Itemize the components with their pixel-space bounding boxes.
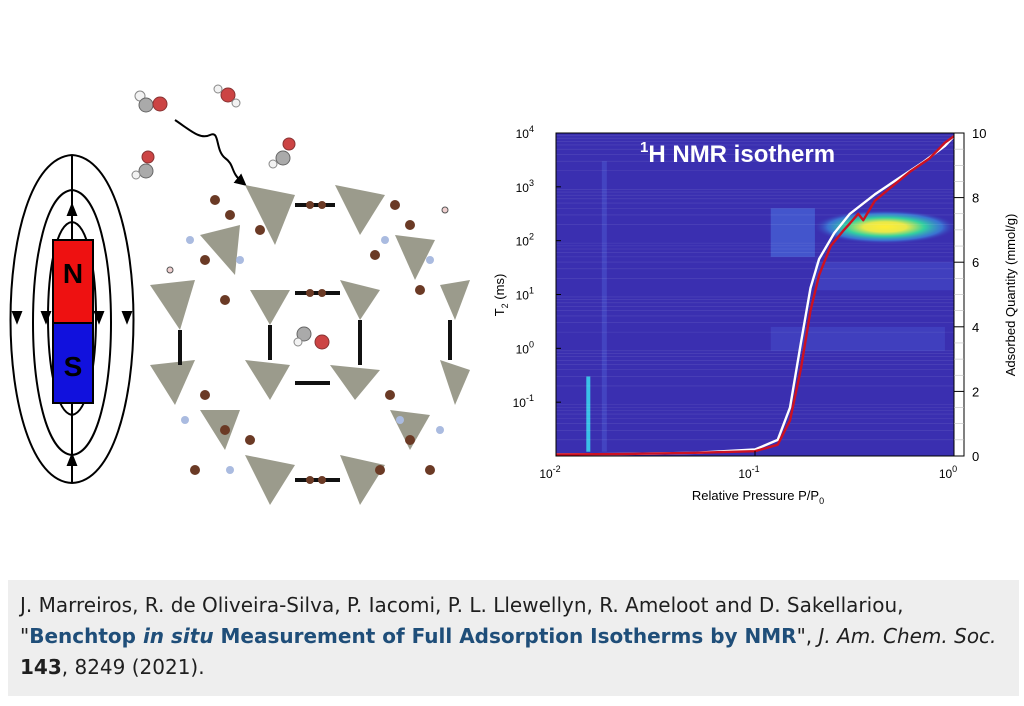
heat-hotspot [813,209,957,244]
y-tick-label: 103 [516,178,534,195]
chart-title-text: NMR isotherm [666,141,835,168]
y2-tick-label: 8 [972,191,979,206]
magnet-north-label: N [63,258,83,289]
y-tick-label: 10-1 [513,393,534,410]
y-tick-base: 10 [516,342,530,356]
y-tick-exp: -1 [526,393,534,403]
x-tick-label: 10-2 [539,464,560,481]
heat-streak [601,161,607,452]
y-axis-label-sub: 2 [500,303,510,308]
y-tick-base: 10 [513,396,527,410]
citation-title-b: in situ [142,624,214,648]
citation-title[interactable]: Benchtop in situ Measurement of Full Ads… [29,624,796,648]
y-tick-base: 10 [516,289,530,303]
y2-tick-label: 2 [972,384,979,399]
x-axis-label-main: Relative Pressure P/P [692,488,819,503]
x-tick-exp: -2 [553,464,561,474]
wavy-arrow [174,119,247,186]
citation-rest: , 8249 (2021). [61,655,205,679]
y-tick-exp: 1 [529,286,534,296]
x-tick-exp: 0 [952,464,957,474]
mof-node-top-left [150,185,295,330]
citation-journal: J. Am. Chem. Soc. [818,624,997,648]
magnetic-field-lines [9,154,135,484]
x-tick-base: 10 [539,467,553,481]
mof-linkers [178,203,452,482]
heatmap-signal [586,161,957,452]
magnet-south-label: S [64,351,83,382]
x-tick-label: 10-1 [738,464,759,481]
x-tick-label: 100 [939,464,957,481]
y-tick-label: 104 [516,124,534,141]
y-tick-label: 101 [516,286,534,303]
y-tick-base: 10 [516,235,530,249]
citation-title-a: Benchtop [29,624,143,648]
bar-magnet: N S [9,154,135,484]
plot-grid [556,135,954,441]
y-tick-exp: 3 [529,178,534,188]
y-axis-label-unit: (ms) [492,274,507,304]
x-axis-label: Relative Pressure P/P0 [692,488,824,506]
y-tick-label: 102 [516,232,534,249]
series-layer [555,135,955,456]
citation-volume: 143 [20,655,62,679]
water-molecule [131,150,155,180]
citation-title-c: Measurement of Full Adsorption Isotherms… [213,624,797,648]
chart-title: 1H NMR isotherm [640,139,835,168]
x-axis-ticks: 10-2 10-1 100 [539,451,957,481]
y2-tick-label: 10 [972,126,986,141]
heat-band [770,208,815,257]
x-axis-label-sub: 0 [819,496,824,506]
y-tick-base: 10 [516,181,530,195]
figure: N S [9,84,1018,506]
x-tick-base: 10 [939,467,953,481]
heat-band [814,262,954,291]
y-axis-label-main: T [492,308,507,316]
mof-atoms [166,195,449,484]
heat-streak [586,376,591,452]
citation-caption: J. Marreiros, R. de Oliveira-Silva, P. I… [8,580,1019,696]
y2-tick-label: 6 [972,255,979,270]
y-tick-exp: 2 [529,232,534,242]
heat-band [770,326,945,351]
mof-framework [150,185,470,505]
citation-after-title: ", [796,624,819,648]
water-molecule [268,137,296,169]
water-molecule [134,90,168,113]
citation-authors: J. Marreiros, R. de Oliveira-Silva, P. I… [20,593,904,648]
mof-node-bottom-right [330,360,470,505]
y2-axis-ticks: 0 2 4 6 8 10 [954,126,986,464]
y2-tick-label: 0 [972,449,979,464]
isotherm-line-red [555,135,955,456]
y2-tick-label: 4 [972,320,979,335]
y-axis-label: T2 (ms) [492,274,510,317]
x-tick-base: 10 [738,467,752,481]
y2-axis-label: Adsorbed Quantity (mmol/g) [1003,214,1018,377]
water-molecules [131,84,330,350]
water-molecule [213,84,241,108]
y-tick-label: 100 [516,339,534,356]
x-tick-exp: -1 [752,464,760,474]
mof-node-top-right [335,185,470,320]
chart-title-isotope: 1 [640,139,648,156]
chart-title-element: H [648,141,665,168]
y-tick-base: 10 [516,127,530,141]
y-tick-exp: 4 [529,124,534,134]
water-molecule [293,326,330,350]
y-tick-exp: 0 [529,339,534,349]
